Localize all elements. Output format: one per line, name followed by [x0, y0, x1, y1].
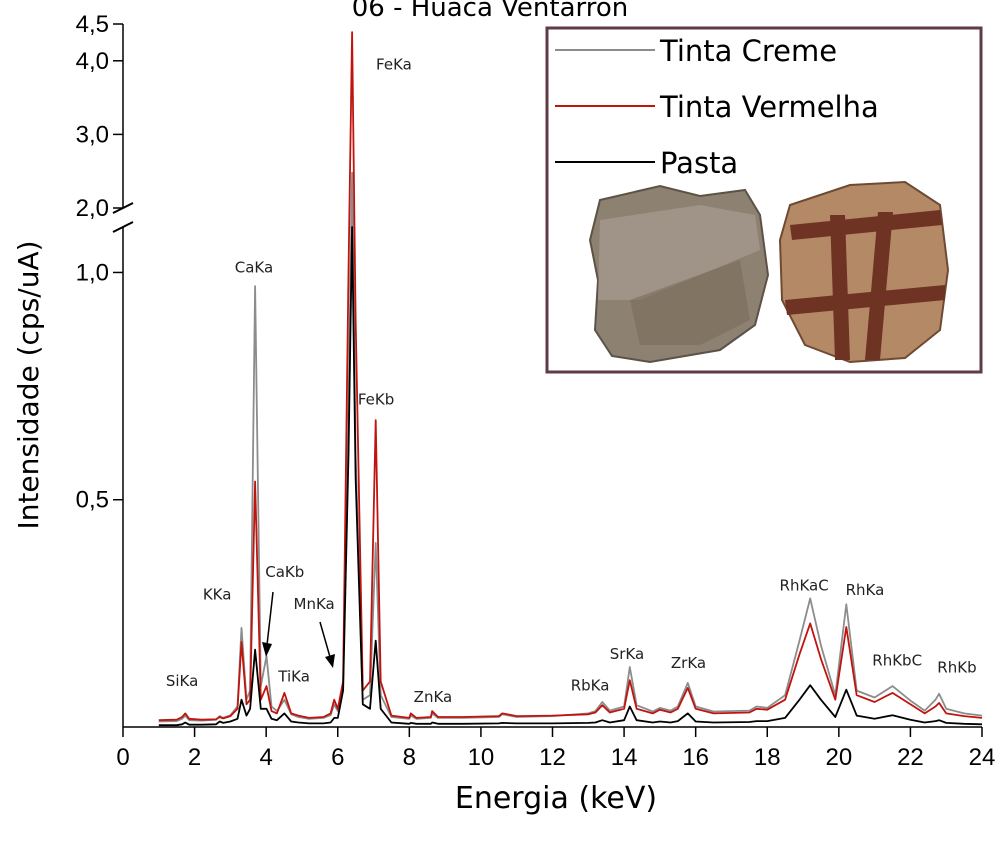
peak-label: SiKa	[166, 672, 198, 690]
x-tick-label: 14	[611, 744, 638, 771]
legend-label: Tinta Creme	[659, 34, 837, 68]
peak-label: KKa	[203, 586, 232, 604]
y-tick-label: 2,0	[76, 195, 109, 222]
x-tick-label: 12	[539, 744, 566, 771]
peak-label: MnKa	[294, 595, 335, 613]
peak-label: RhKb	[937, 658, 976, 676]
x-tick-label: 6	[331, 744, 344, 771]
peak-label: RhKaC	[780, 577, 829, 595]
series-line	[158, 226, 983, 727]
x-tick-label: 8	[403, 744, 416, 771]
legend-label: Tinta Vermelha	[659, 90, 879, 124]
peak-label: FeKa	[376, 56, 412, 74]
y-tick-label: 1,0	[76, 259, 109, 286]
x-tick-label: 4	[259, 744, 272, 771]
series-line	[158, 31, 983, 722]
y-tick-label: 0,5	[76, 487, 109, 514]
x-tick-label: 0	[116, 744, 129, 771]
peak-label: TiKa	[277, 668, 310, 686]
x-tick-label: 16	[682, 744, 709, 771]
y-tick-label: 3,0	[76, 121, 109, 148]
peak-label: ZnKa	[414, 688, 453, 706]
x-axis-label: Energia (keV)	[455, 781, 657, 816]
peak-label: RhKa	[846, 581, 885, 599]
pottery-photo-vermelha	[778, 180, 950, 364]
annotation-arrows	[262, 591, 335, 668]
plot-area: 0 2 4 6 8 10 12 14 16 18 20 22 240,51,02,03,04,04,5S…	[76, 11, 996, 771]
peak-label: CaKb	[265, 563, 304, 581]
peak-label: RhKbC	[872, 652, 922, 670]
legend: Tinta Creme Tinta Vermelha Pasta	[545, 26, 983, 374]
y-tick-label: 4,5	[76, 11, 109, 38]
x-tick-label: 22	[897, 744, 924, 771]
x-tick-label: 20	[825, 744, 852, 771]
y-tick-label: 4,0	[76, 48, 109, 75]
x-tick-label: 18	[754, 744, 781, 771]
peak-label: FeKb	[358, 390, 394, 408]
legend-items: Tinta Creme Tinta Vermelha Pasta	[555, 34, 879, 180]
peak-label: ZrKa	[671, 654, 706, 672]
x-tick-label: 2	[188, 744, 201, 771]
peak-label: RbKa	[571, 677, 610, 695]
pottery-photo-creme	[588, 184, 770, 364]
x-tick-label: 24	[969, 744, 996, 771]
x-tick-label: 10	[468, 744, 495, 771]
y-axis-label: Intensidade (cps/uA)	[12, 240, 45, 529]
legend-label: Pasta	[660, 146, 738, 180]
peak-label: SrKa	[610, 645, 644, 663]
chart-title: 06 - Huaca Ventarron	[352, 0, 629, 23]
axis-break	[112, 221, 134, 233]
peak-label: CaKa	[235, 258, 273, 276]
